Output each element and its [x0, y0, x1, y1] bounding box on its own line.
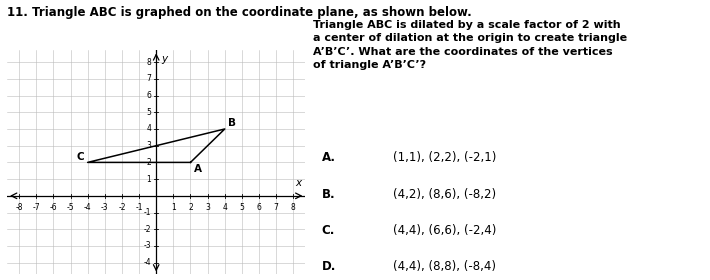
- Text: A.: A.: [322, 151, 336, 164]
- Text: 1: 1: [171, 202, 175, 211]
- Text: -7: -7: [33, 202, 40, 211]
- Text: 5: 5: [146, 108, 151, 117]
- Text: D.: D.: [322, 260, 336, 273]
- Text: Triangle ABC is dilated by a scale factor of 2 with
a center of dilation at the : Triangle ABC is dilated by a scale facto…: [313, 20, 628, 70]
- Text: 11. Triangle ABC is graphed on the coordinate plane, as shown below.: 11. Triangle ABC is graphed on the coord…: [7, 6, 472, 18]
- Text: -4: -4: [84, 202, 92, 211]
- Text: 6: 6: [256, 202, 261, 211]
- Text: C.: C.: [322, 224, 335, 237]
- Text: 2: 2: [188, 202, 193, 211]
- Text: -5: -5: [67, 202, 75, 211]
- Text: 5: 5: [239, 202, 244, 211]
- Text: A: A: [194, 164, 202, 174]
- Text: 3: 3: [146, 141, 151, 150]
- Text: -1: -1: [136, 202, 143, 211]
- Text: 6: 6: [146, 91, 151, 100]
- Text: 8: 8: [291, 202, 295, 211]
- Text: 1: 1: [146, 175, 151, 184]
- Text: -8: -8: [16, 202, 23, 211]
- Text: 3: 3: [205, 202, 210, 211]
- Text: 7: 7: [146, 74, 151, 83]
- Text: B: B: [228, 118, 236, 128]
- Text: y: y: [161, 54, 168, 64]
- Text: -2: -2: [118, 202, 126, 211]
- Text: -1: -1: [143, 208, 151, 217]
- Text: C: C: [77, 151, 84, 162]
- Text: (4,4), (8,8), (-8,4): (4,4), (8,8), (-8,4): [378, 260, 496, 273]
- Text: (4,2), (8,6), (-8,2): (4,2), (8,6), (-8,2): [378, 188, 496, 200]
- Text: -6: -6: [50, 202, 58, 211]
- Text: 4: 4: [222, 202, 227, 211]
- Text: -3: -3: [143, 241, 151, 251]
- Text: B.: B.: [322, 188, 335, 200]
- Text: 7: 7: [274, 202, 278, 211]
- Text: -2: -2: [143, 225, 151, 234]
- Text: 2: 2: [146, 158, 151, 167]
- Text: -3: -3: [101, 202, 109, 211]
- Text: 4: 4: [146, 125, 151, 134]
- Text: -4: -4: [143, 258, 151, 267]
- Text: 8: 8: [146, 58, 151, 67]
- Text: x: x: [296, 178, 302, 188]
- Text: (4,4), (6,6), (-2,4): (4,4), (6,6), (-2,4): [378, 224, 496, 237]
- Text: (1,1), (2,2), (-2,1): (1,1), (2,2), (-2,1): [378, 151, 496, 164]
